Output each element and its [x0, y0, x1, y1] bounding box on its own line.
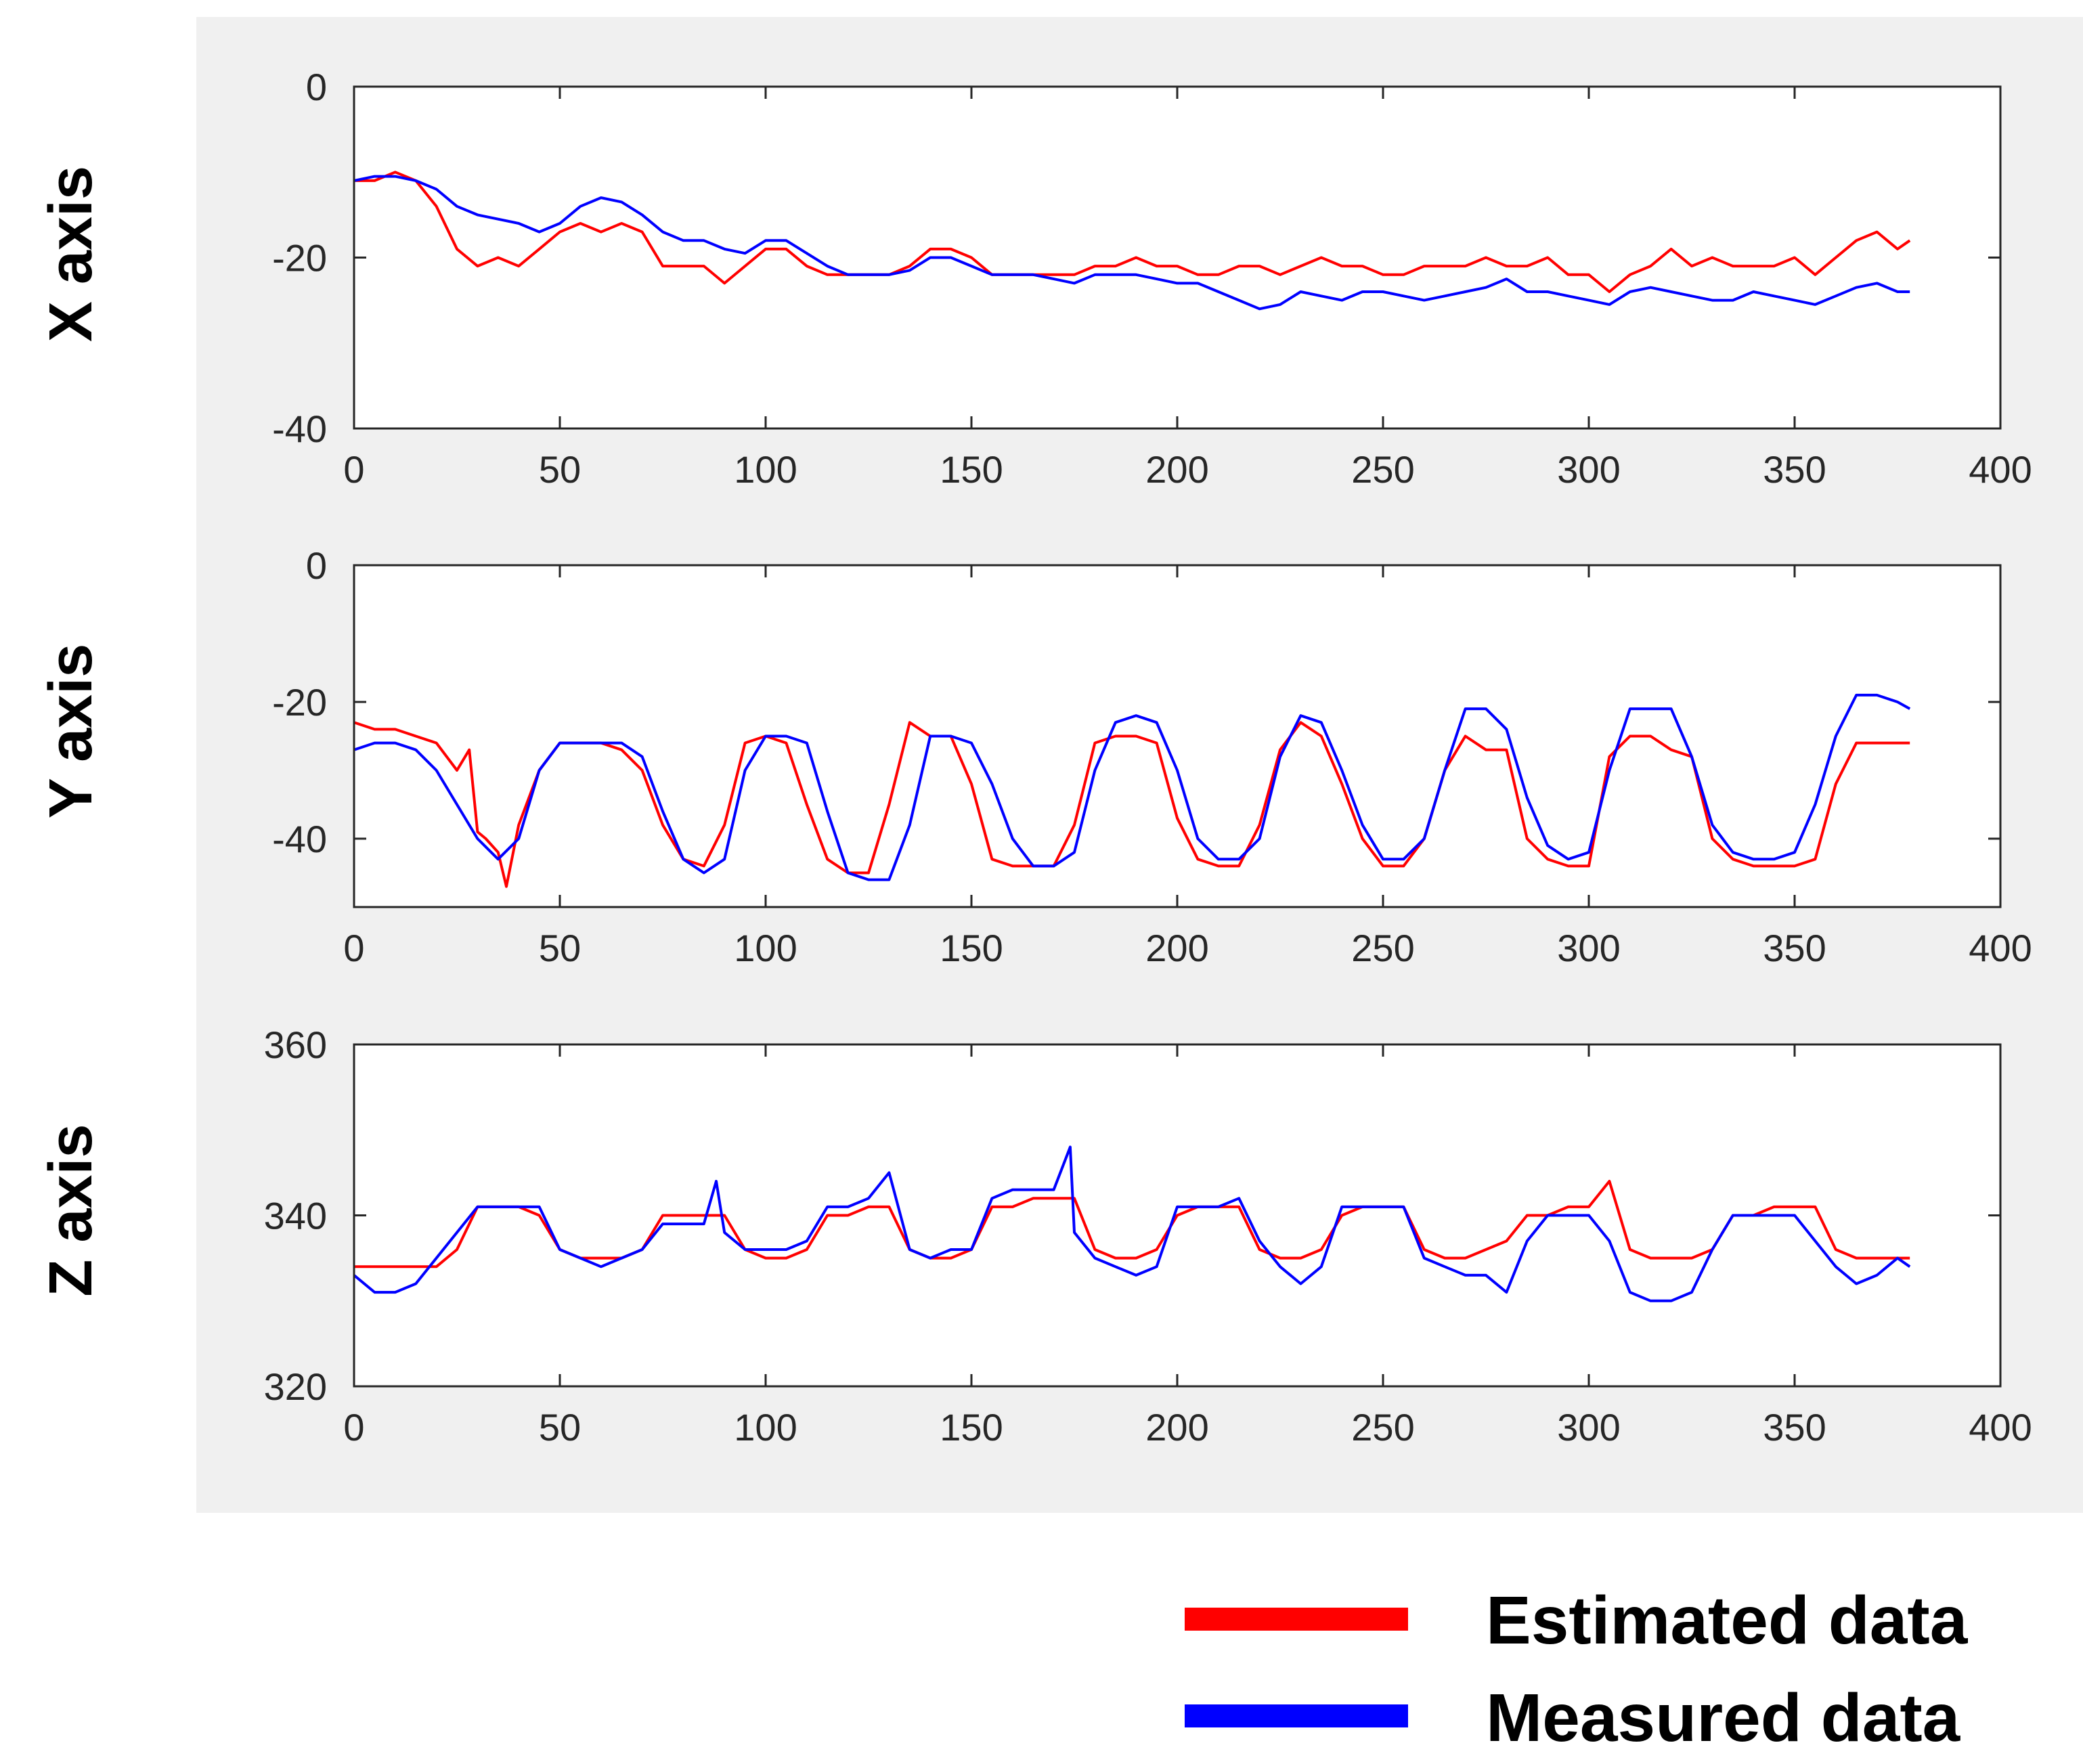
y-axis-label: Z axis — [37, 1124, 105, 1296]
x-tick-label: 300 — [1557, 448, 1620, 491]
x-tick-label: 400 — [1969, 927, 2032, 969]
x-tick-label: 150 — [940, 927, 1003, 969]
series-group — [354, 171, 1911, 311]
x-tick-label: 150 — [940, 1406, 1003, 1449]
x-tick-label: 200 — [1145, 927, 1208, 969]
plot-area — [354, 565, 2000, 907]
x-tick-label: 400 — [1969, 1406, 2032, 1449]
y-tick-label: -20 — [272, 681, 327, 724]
y-tick-label: -20 — [272, 237, 327, 280]
legend-swatch-estimated — [1185, 1608, 1408, 1631]
subplot-2: 0 50 100 150 200 250 300 350 400 -40 -20 0 Y axis — [37, 544, 2032, 969]
x-tick-label: 0 — [343, 448, 364, 491]
x-tick-label: 250 — [1351, 927, 1414, 969]
x-tick-label: 0 — [343, 1406, 364, 1449]
legend-label-measured: Measured data — [1486, 1680, 1961, 1756]
x-tick-label: 0 — [343, 927, 364, 969]
axes-box — [353, 1043, 2002, 1388]
x-tick-label: 300 — [1557, 1406, 1620, 1449]
x-tick-label: 350 — [1763, 1406, 1826, 1449]
series-group — [354, 1145, 1911, 1302]
legend: Estimated data Measured data — [1185, 1583, 1969, 1756]
y-tick-label: 0 — [306, 66, 327, 108]
legend-label-estimated: Estimated data — [1486, 1583, 1969, 1658]
y-tick-label: 0 — [306, 544, 327, 587]
x-tick-label: 350 — [1763, 927, 1826, 969]
y-tick-label: 320 — [264, 1365, 327, 1408]
measured-data-line — [354, 693, 1911, 881]
x-tick-label: 50 — [539, 1406, 581, 1449]
plot-area — [354, 87, 2000, 428]
x-tick-label: 100 — [734, 927, 797, 969]
series-group — [354, 693, 1911, 888]
x-tick-label: 350 — [1763, 448, 1826, 491]
measured-data-line — [354, 1145, 1911, 1302]
legend-item-measured: Measured data — [1185, 1680, 1961, 1756]
axes-box — [353, 564, 2002, 908]
measured-data-line — [354, 175, 1910, 311]
subplot-3: 0 50 100 150 200 250 300 350 400 320 340 360 Z axis — [37, 1023, 2032, 1449]
y-tick-label: 360 — [264, 1023, 327, 1066]
x-tick-label: 100 — [734, 448, 797, 491]
x-tick-label: 250 — [1351, 1406, 1414, 1449]
y-tick-label: -40 — [272, 407, 327, 450]
legend-swatch-measured — [1185, 1704, 1408, 1727]
y-axis-label: X axis — [37, 166, 105, 342]
estimated-data-line — [354, 171, 1911, 293]
x-tick-label: 200 — [1145, 1406, 1208, 1449]
estimated-data-line — [354, 1180, 1910, 1269]
x-tick-label: 150 — [940, 448, 1003, 491]
subplot-1: 0 50 100 150 200 250 300 350 400 -40 -20 0 X axis — [37, 66, 2032, 491]
x-tick-label: 200 — [1145, 448, 1208, 491]
x-tick-label: 300 — [1557, 927, 1620, 969]
y-tick-label: 340 — [264, 1195, 327, 1237]
x-tick-label: 250 — [1351, 448, 1414, 491]
axes-box — [353, 85, 2002, 430]
x-tick-label: 50 — [539, 448, 581, 491]
x-tick-label: 50 — [539, 927, 581, 969]
x-tick-label: 400 — [1969, 448, 2032, 491]
x-tick-label: 100 — [734, 1406, 797, 1449]
y-tick-label: -40 — [272, 818, 327, 860]
y-axis-label: Y axis — [37, 644, 105, 819]
subplots: 0 50 100 150 200 250 300 350 400 -40 -20 0 X axis 0 50… — [37, 66, 2032, 1449]
legend-item-estimated: Estimated data — [1185, 1583, 1969, 1658]
